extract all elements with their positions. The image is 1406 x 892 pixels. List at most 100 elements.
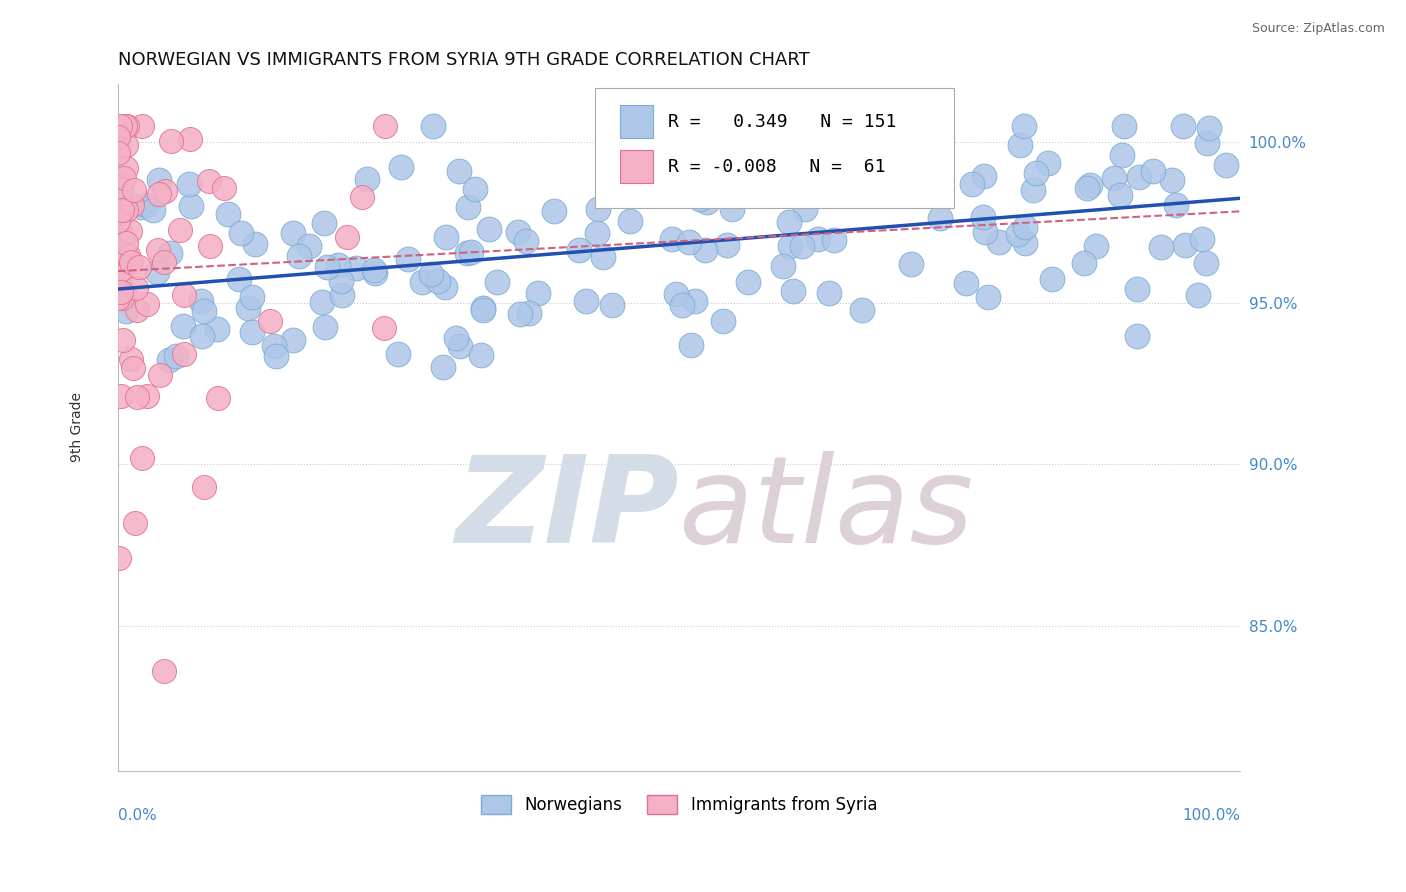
Point bbox=[1102, 170, 1125, 185]
Point bbox=[925, 186, 948, 201]
Point bbox=[1195, 255, 1218, 269]
Point bbox=[231, 226, 253, 240]
Point bbox=[152, 254, 174, 268]
Point bbox=[197, 174, 219, 188]
Point bbox=[1085, 239, 1108, 253]
Point bbox=[122, 360, 145, 375]
Point bbox=[1166, 198, 1188, 212]
Point bbox=[1025, 165, 1047, 179]
Point bbox=[115, 119, 138, 133]
Point bbox=[159, 245, 181, 260]
Point bbox=[190, 328, 212, 343]
Point bbox=[1126, 329, 1149, 343]
Text: Source: ZipAtlas.com: Source: ZipAtlas.com bbox=[1251, 22, 1385, 36]
Point bbox=[114, 119, 136, 133]
Point bbox=[207, 392, 229, 406]
Point bbox=[527, 286, 550, 301]
Point bbox=[457, 200, 479, 214]
Point bbox=[960, 178, 983, 192]
Point bbox=[478, 222, 501, 236]
Text: ZIP: ZIP bbox=[456, 451, 679, 568]
Point bbox=[111, 203, 134, 218]
Point bbox=[153, 664, 176, 678]
Point bbox=[1112, 119, 1135, 133]
Point bbox=[124, 516, 146, 530]
Point bbox=[259, 314, 281, 328]
Point bbox=[678, 235, 700, 250]
Point bbox=[586, 226, 609, 240]
Point bbox=[973, 169, 995, 183]
Point bbox=[737, 275, 759, 289]
Point bbox=[1111, 148, 1133, 162]
Point bbox=[711, 314, 734, 328]
Point bbox=[107, 146, 129, 161]
Point bbox=[314, 320, 336, 334]
Point bbox=[1040, 272, 1063, 286]
Point bbox=[364, 267, 387, 281]
Point bbox=[470, 348, 492, 362]
Point bbox=[120, 352, 142, 367]
Point bbox=[172, 319, 194, 334]
Point bbox=[108, 551, 131, 566]
Point bbox=[316, 260, 339, 274]
Point bbox=[433, 280, 456, 294]
Point bbox=[344, 261, 367, 276]
Point bbox=[1198, 121, 1220, 136]
Point bbox=[432, 359, 454, 374]
Point bbox=[330, 288, 353, 302]
Point bbox=[1108, 188, 1130, 202]
Point bbox=[575, 294, 598, 309]
Point bbox=[988, 235, 1011, 250]
Point bbox=[508, 226, 530, 240]
Point bbox=[434, 230, 457, 244]
Point bbox=[142, 203, 165, 218]
Point bbox=[1125, 282, 1147, 296]
Point bbox=[146, 243, 169, 257]
Point bbox=[373, 321, 395, 335]
Point bbox=[1187, 288, 1209, 302]
Point bbox=[212, 181, 235, 195]
FancyBboxPatch shape bbox=[620, 105, 654, 138]
Point bbox=[818, 286, 841, 301]
Point bbox=[900, 257, 922, 271]
Point bbox=[449, 164, 471, 178]
Point bbox=[696, 195, 718, 210]
Point bbox=[281, 334, 304, 348]
Point bbox=[180, 199, 202, 213]
Point bbox=[422, 119, 444, 133]
Point bbox=[662, 178, 685, 193]
Point bbox=[389, 160, 412, 174]
Point bbox=[543, 204, 565, 219]
Point bbox=[509, 307, 531, 321]
Point bbox=[110, 285, 132, 299]
Point bbox=[419, 267, 441, 281]
Point bbox=[330, 274, 353, 288]
Point bbox=[396, 252, 419, 267]
Point bbox=[1012, 119, 1035, 133]
Point bbox=[374, 119, 396, 133]
Text: 0.0%: 0.0% bbox=[118, 808, 156, 823]
Point bbox=[136, 389, 159, 403]
Text: 9th Grade: 9th Grade bbox=[70, 392, 84, 462]
Point bbox=[485, 275, 508, 289]
Point bbox=[114, 236, 136, 251]
Point bbox=[772, 260, 794, 274]
Point bbox=[720, 202, 742, 216]
Point bbox=[312, 216, 335, 230]
Point bbox=[1150, 239, 1173, 253]
Point bbox=[925, 171, 948, 186]
Point bbox=[145, 265, 167, 279]
Point bbox=[928, 211, 950, 225]
Point bbox=[217, 207, 239, 221]
Point bbox=[243, 237, 266, 252]
Point bbox=[173, 288, 195, 302]
Point bbox=[1008, 137, 1031, 152]
Point bbox=[159, 134, 181, 148]
Legend: Norwegians, Immigrants from Syria: Norwegians, Immigrants from Syria bbox=[474, 789, 884, 821]
Point bbox=[460, 245, 482, 260]
Point bbox=[592, 250, 614, 264]
Point bbox=[1022, 183, 1045, 197]
Point bbox=[1014, 236, 1036, 251]
Point bbox=[311, 295, 333, 310]
Point bbox=[778, 215, 800, 229]
